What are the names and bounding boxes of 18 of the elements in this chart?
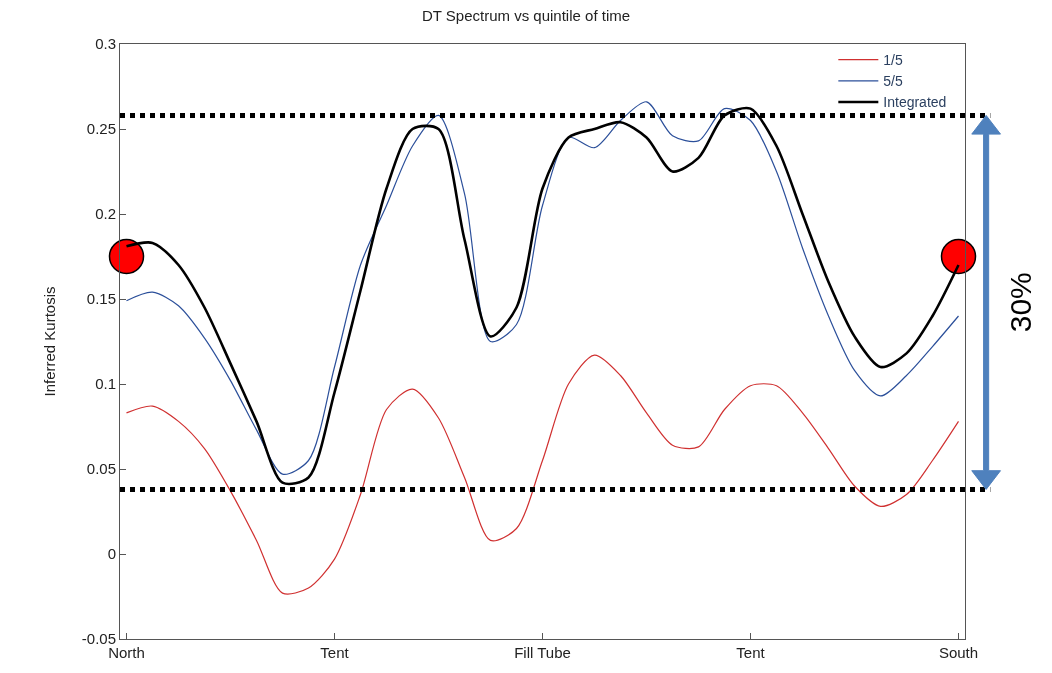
legend-label: 1/5 [883, 52, 903, 69]
x-tick-label: Fill Tube [514, 644, 571, 661]
y-tick-label: 0.2 [95, 205, 116, 223]
x-tick-label: South [938, 644, 979, 661]
line-series [125, 354, 960, 594]
legend-label: Integrated [883, 94, 947, 111]
y-tick-label: 0.05 [86, 460, 116, 478]
y-tick-label: 0.1 [95, 375, 116, 393]
y-tick-label: 0.25 [86, 120, 116, 138]
text: 30% [1004, 272, 1038, 333]
y-tick-label: 0.15 [86, 290, 116, 308]
x-tick-label: Tent [736, 644, 766, 661]
chart-title: DT Spectrum vs quintile of time [421, 6, 631, 24]
y-axis-title: Inferred Kurtosis [41, 286, 59, 397]
y-tick-label: 0.3 [95, 35, 116, 53]
x-tick-label: Tent [320, 644, 350, 661]
y-tick-label: 0 [107, 545, 116, 563]
legend-label: 5/5 [883, 73, 903, 90]
